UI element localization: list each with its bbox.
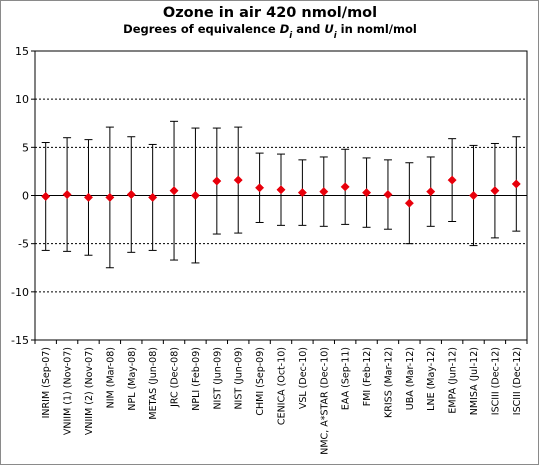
axis-layer: -15 -10 -5 0 5 10 15 <box>11 45 528 347</box>
category-label: NMC, A*STAR (Dec-10) <box>319 347 330 455</box>
data-point <box>383 189 393 200</box>
subtitle-d-subscript: i <box>289 31 293 41</box>
subtitle-d-symbol: D <box>280 22 290 36</box>
y-tick-label: -15 <box>11 334 29 347</box>
data-point <box>212 176 222 186</box>
subtitle-suffix: in noml/mol <box>337 22 417 36</box>
category-label: EAA (Sep-11) <box>341 347 352 410</box>
data-point <box>362 188 372 198</box>
errorbar-layer <box>41 120 521 269</box>
category-label: UBA (Mar-12) <box>405 347 416 410</box>
data-point <box>41 191 51 202</box>
category-label: ISCIII (Dec-12) <box>512 347 523 415</box>
category-label: NIST (Jun-09) <box>212 347 223 410</box>
category-label: CHMI (Sep-09) <box>255 347 266 416</box>
category-label: NPL (May-08) <box>127 347 138 411</box>
data-point <box>447 175 457 185</box>
category-label: CENICA (Oct-10) <box>277 347 288 425</box>
data-point <box>490 186 500 196</box>
data-point <box>169 186 179 196</box>
y-tick-label: 5 <box>22 141 29 154</box>
category-label: VNIIM (1) (Nov-07) <box>63 347 74 435</box>
data-point <box>426 187 436 197</box>
point-layer <box>41 175 521 208</box>
category-label: LNE (May-12) <box>426 347 437 411</box>
y-tick-label: 10 <box>15 93 29 106</box>
data-point <box>340 182 350 192</box>
data-point <box>62 189 72 200</box>
chart-subtitle: Degrees of equivalence Di and Ui in noml… <box>123 22 417 41</box>
subtitle-u-subscript: i <box>334 31 338 41</box>
category-label: KRISS (Mar-12) <box>383 347 394 418</box>
data-point <box>105 192 115 202</box>
category-label: NIST (Jun-09) <box>234 347 245 410</box>
data-point <box>126 189 136 200</box>
data-point <box>319 187 329 197</box>
y-tick-label: -5 <box>18 238 29 251</box>
category-label: JRC (Dec-08) <box>170 347 181 408</box>
category-label: EMPA (Jun-12) <box>448 347 459 414</box>
chart-title: Ozone in air 420 nmol/mol <box>163 5 377 21</box>
y-tick-label: -10 <box>11 286 29 299</box>
category-label-layer: INRIM (Sep-07) VNIIM (1) (Nov-07) VNIIM (2… <box>41 347 523 455</box>
data-point <box>233 175 243 185</box>
category-label: NMISA (Jul-12) <box>469 347 480 415</box>
subtitle-mid: and <box>292 22 324 36</box>
data-point <box>468 190 479 201</box>
data-point <box>255 183 265 193</box>
category-label: INRIM (Sep-07) <box>41 347 52 418</box>
data-point <box>190 190 200 201</box>
subtitle-prefix: Degrees of equivalence <box>123 22 280 36</box>
data-point <box>511 179 521 189</box>
subtitle-u-symbol: U <box>324 22 334 36</box>
category-label: METAS (Jun-08) <box>148 347 159 420</box>
data-point <box>404 198 414 208</box>
data-point <box>148 192 158 202</box>
category-label: ISCIII (Dec-12) <box>490 347 501 415</box>
category-label: FMI (Feb-12) <box>362 347 373 406</box>
data-point <box>83 192 94 202</box>
y-tick-label: 0 <box>22 190 29 203</box>
category-label: NIM (Mar-08) <box>105 347 116 408</box>
category-label: VSL (Dec-10) <box>298 347 309 409</box>
data-point <box>297 188 307 198</box>
data-point <box>276 185 286 195</box>
y-tick-label: 15 <box>15 45 29 58</box>
category-label: NPLI (Feb-09) <box>191 347 202 411</box>
category-label: VNIIM (2) (Nov-07) <box>84 347 95 435</box>
